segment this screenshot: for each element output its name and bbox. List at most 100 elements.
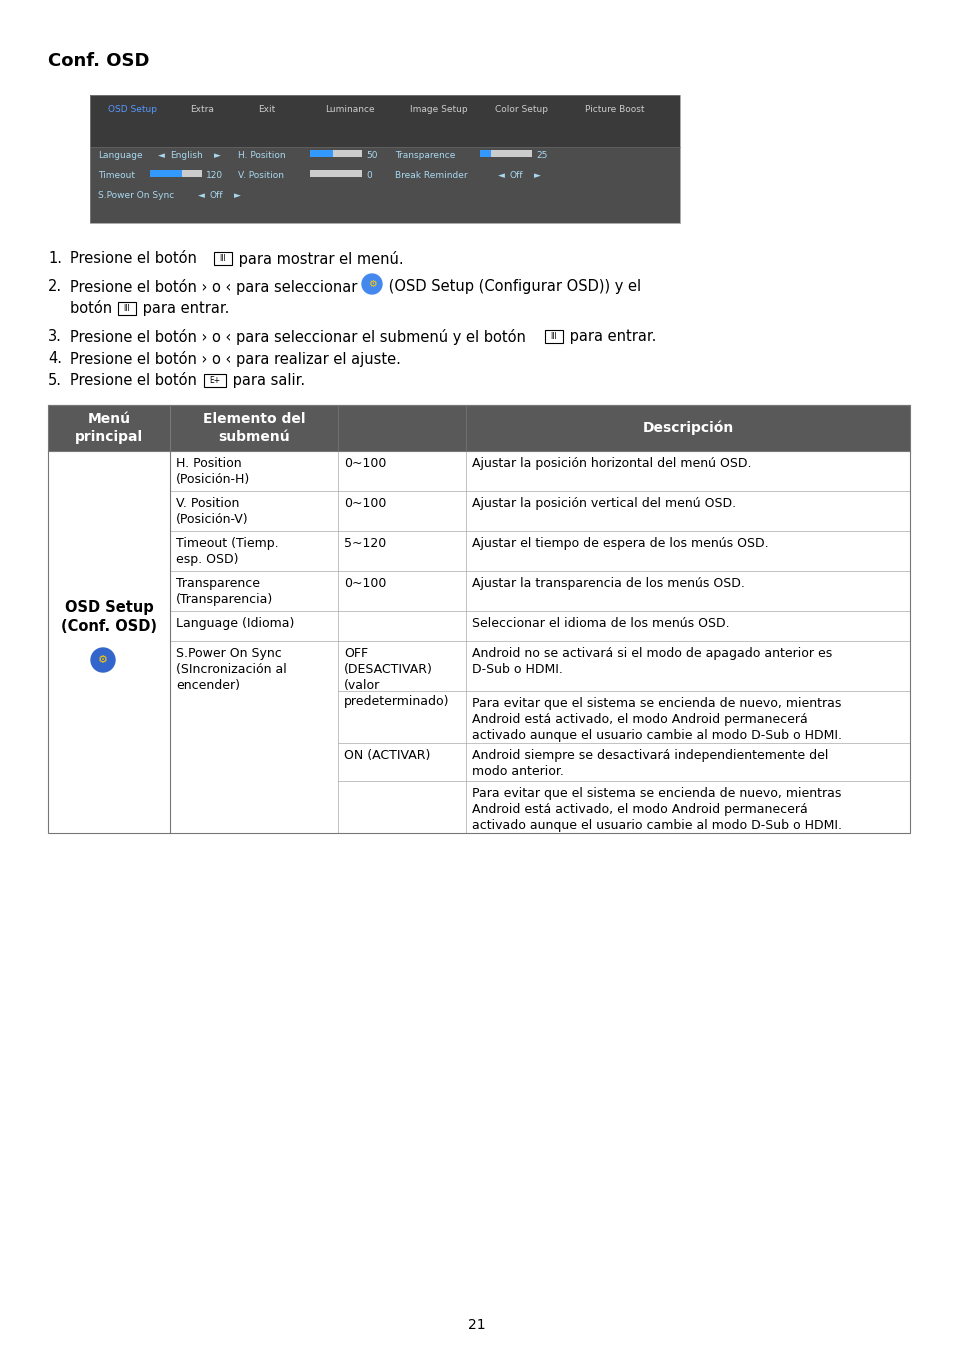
Bar	[170, 492, 909, 531]
Text: Color Setup: Color Setup	[495, 106, 547, 114]
Text: 5~120: 5~120	[344, 538, 386, 550]
Bar	[170, 571, 909, 611]
Bar	[337, 691, 909, 743]
Text: Luminance: Luminance	[325, 106, 375, 114]
Text: Transparence
(Transparencia): Transparence (Transparencia)	[175, 577, 273, 607]
Text: 3.: 3.	[48, 329, 62, 344]
Text: Para evitar que el sistema se encienda de nuevo, mientras
Android está activado,: Para evitar que el sistema se encienda d…	[472, 787, 841, 831]
Text: 25: 25	[536, 152, 547, 160]
Text: Para evitar que el sistema se encienda de nuevo, mientras
Android está activado,: Para evitar que el sistema se encienda d…	[472, 697, 841, 742]
Text: OSD Setup: OSD Setup	[108, 106, 157, 114]
Text: Image Setup: Image Setup	[410, 106, 467, 114]
Text: 5.: 5.	[48, 372, 62, 389]
Text: ⚙: ⚙	[367, 279, 376, 288]
Text: ON (ACTIVAR): ON (ACTIVAR)	[344, 749, 430, 762]
Text: ⚙: ⚙	[98, 655, 108, 665]
Text: Presione el botón: Presione el botón	[70, 250, 201, 265]
Text: Picture Boost: Picture Boost	[584, 106, 644, 114]
Bar	[170, 451, 909, 492]
Bar	[213, 252, 232, 265]
Bar	[479, 150, 532, 157]
Bar	[48, 405, 909, 451]
Bar	[337, 743, 909, 781]
Text: OFF
(DESACTIVAR)
(valor
predeterminado): OFF (DESACTIVAR) (valor predeterminado)	[344, 647, 449, 708]
Bar	[90, 95, 679, 223]
Text: Ajustar el tiempo de espera de los menús OSD.: Ajustar el tiempo de espera de los menús…	[472, 538, 768, 550]
Text: Timeout: Timeout	[98, 171, 135, 180]
Text: (OSD Setup (Configurar OSD)) y el: (OSD Setup (Configurar OSD)) y el	[384, 279, 640, 294]
Text: Ajustar la transparencia de los menús OSD.: Ajustar la transparencia de los menús OS…	[472, 577, 744, 590]
Text: H. Position
(Posición-H): H. Position (Posición-H)	[175, 458, 250, 486]
Text: para mostrar el menú.: para mostrar el menú.	[233, 250, 403, 267]
Text: Off: Off	[210, 191, 223, 200]
Bar	[150, 171, 202, 177]
Text: Conf. OSD: Conf. OSD	[48, 51, 150, 70]
Text: 2.: 2.	[48, 279, 62, 294]
Text: 1.: 1.	[48, 250, 62, 265]
Circle shape	[361, 274, 381, 294]
Text: 0~100: 0~100	[344, 497, 386, 510]
Text: Break Reminder: Break Reminder	[395, 171, 467, 180]
Text: Language (Idioma): Language (Idioma)	[175, 617, 294, 630]
Text: V. Position: V. Position	[237, 171, 284, 180]
Text: ◄: ◄	[198, 191, 205, 200]
Text: ◄: ◄	[158, 152, 165, 160]
Text: Android no se activará si el modo de apagado anterior es
D-Sub o HDMI.: Android no se activará si el modo de apa…	[472, 647, 831, 676]
Text: 4.: 4.	[48, 351, 62, 366]
Bar	[170, 640, 337, 833]
Bar	[170, 531, 909, 571]
Text: ►: ►	[534, 171, 540, 180]
Bar	[337, 781, 909, 833]
Bar	[544, 330, 562, 343]
Bar	[479, 150, 491, 157]
Text: para entrar.: para entrar.	[138, 301, 229, 315]
Text: Ajustar la posición horizontal del menú OSD.: Ajustar la posición horizontal del menú …	[472, 458, 751, 470]
Text: ►: ►	[213, 152, 221, 160]
Text: S.Power On Sync: S.Power On Sync	[98, 191, 174, 200]
Text: ◄: ◄	[497, 171, 504, 180]
Text: Menú
principal: Menú principal	[75, 413, 143, 444]
Text: para entrar.: para entrar.	[564, 329, 656, 344]
Text: Seleccionar el idioma de los menús OSD.: Seleccionar el idioma de los menús OSD.	[472, 617, 729, 630]
Text: Presione el botón › o ‹ para seleccionar el submenú y el botón: Presione el botón › o ‹ para seleccionar…	[70, 329, 530, 345]
Text: Android siempre se desactivará independientemente del
modo anterior.: Android siempre se desactivará independi…	[472, 749, 827, 779]
Bar	[90, 95, 679, 223]
Text: S.Power On Sync
(SIncronización al
encender): S.Power On Sync (SIncronización al encen…	[175, 647, 287, 692]
Bar	[310, 150, 333, 157]
Text: Ajustar la posición vertical del menú OSD.: Ajustar la posición vertical del menú OS…	[472, 497, 736, 510]
Text: Transparence: Transparence	[395, 152, 455, 160]
Bar	[310, 150, 361, 157]
Text: Descripción: Descripción	[641, 421, 733, 435]
Text: Extra: Extra	[190, 106, 213, 114]
Text: para salir.: para salir.	[228, 372, 305, 389]
Text: 0~100: 0~100	[344, 458, 386, 470]
Text: III: III	[219, 255, 226, 263]
Text: 21: 21	[468, 1317, 485, 1332]
Text: 50: 50	[366, 152, 377, 160]
Circle shape	[91, 649, 115, 672]
Text: 0~100: 0~100	[344, 577, 386, 590]
Text: Presione el botón: Presione el botón	[70, 372, 201, 389]
Text: Elemento del
submenú: Elemento del submenú	[203, 413, 305, 444]
Bar	[90, 95, 679, 148]
Text: E+: E+	[210, 376, 220, 385]
Text: Language: Language	[98, 152, 143, 160]
Bar	[48, 405, 909, 833]
Text: English: English	[170, 152, 203, 160]
Text: 120: 120	[206, 171, 223, 180]
Bar	[310, 171, 361, 177]
Text: Off: Off	[510, 171, 523, 180]
Bar	[118, 302, 136, 315]
Bar	[170, 611, 909, 640]
Text: V. Position
(Posición-V): V. Position (Posición-V)	[175, 497, 249, 525]
Text: Timeout (Tiemp.
esp. OSD): Timeout (Tiemp. esp. OSD)	[175, 538, 278, 566]
Text: Presione el botón › o ‹ para seleccionar: Presione el botón › o ‹ para seleccionar	[70, 279, 357, 295]
Text: 0: 0	[366, 171, 372, 180]
Text: botón: botón	[70, 301, 116, 315]
Text: III: III	[124, 305, 131, 313]
Bar	[48, 451, 170, 833]
Text: Presione el botón › o ‹ para realizar el ajuste.: Presione el botón › o ‹ para realizar el…	[70, 351, 400, 367]
Text: OSD Setup
(Conf. OSD): OSD Setup (Conf. OSD)	[61, 600, 157, 635]
Text: H. Position: H. Position	[237, 152, 285, 160]
Text: ►: ►	[233, 191, 240, 200]
